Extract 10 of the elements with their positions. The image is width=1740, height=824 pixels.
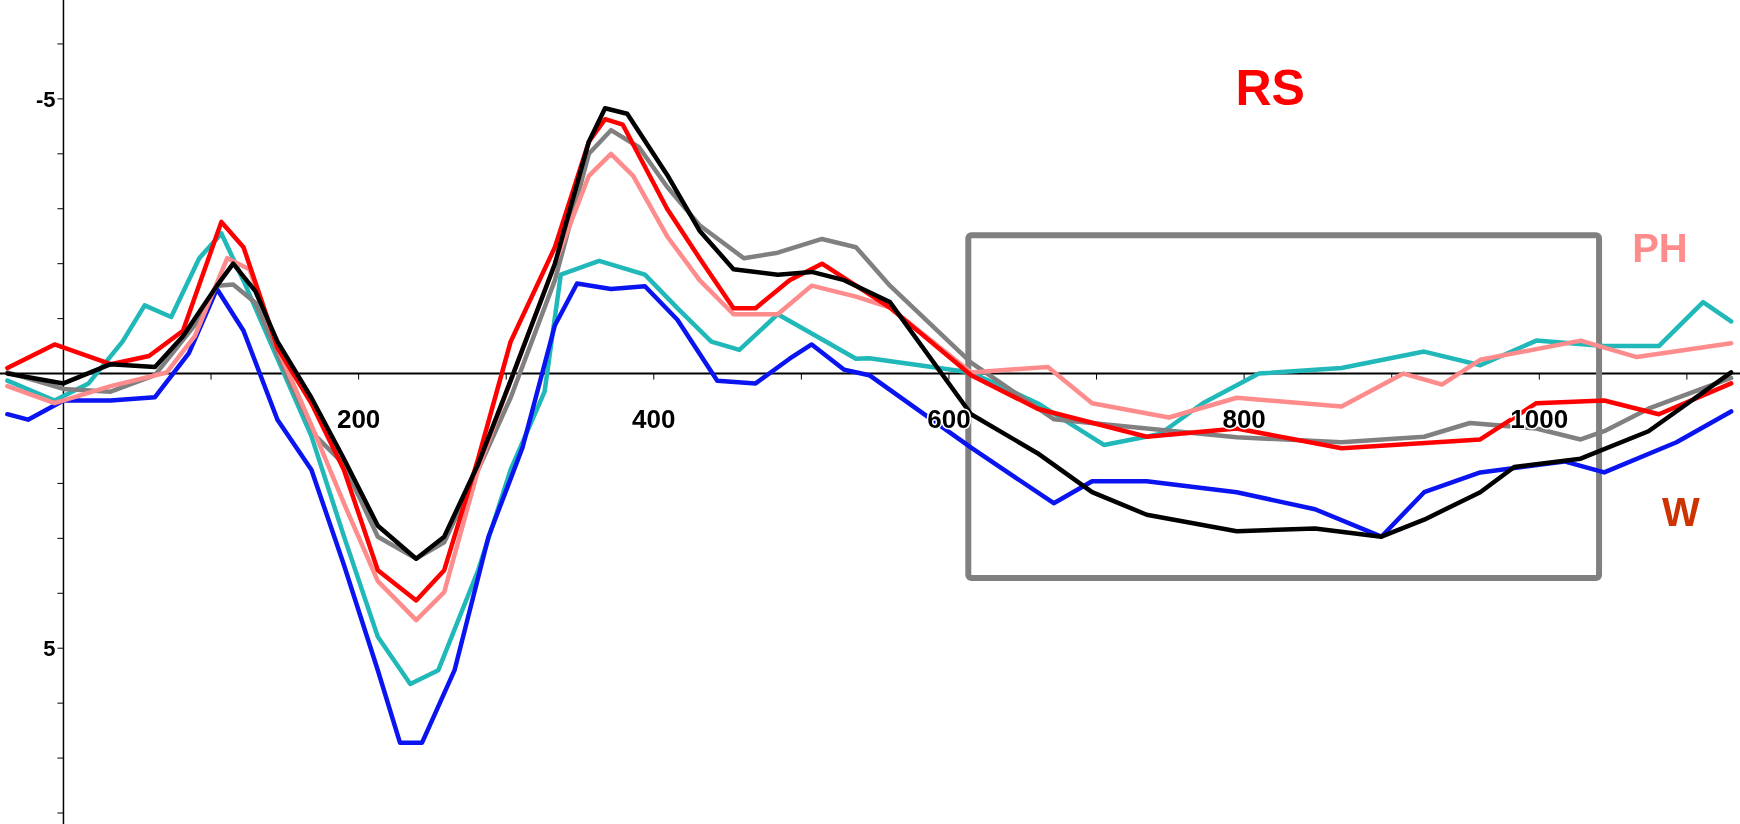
line-series bbox=[5, 281, 1734, 745]
x-tick-label: 1000 bbox=[1510, 403, 1569, 434]
x-tick-label: 200 bbox=[336, 403, 381, 434]
text: RS bbox=[1235, 59, 1305, 116]
series-label: PH bbox=[1632, 226, 1688, 271]
x-tick-label: 800 bbox=[1222, 403, 1266, 434]
x-tick-label: 400 bbox=[632, 403, 676, 434]
y-tick-label: 5 bbox=[43, 635, 56, 661]
annotation: W bbox=[1661, 489, 1700, 534]
y-tick-label: -5 bbox=[35, 86, 56, 112]
